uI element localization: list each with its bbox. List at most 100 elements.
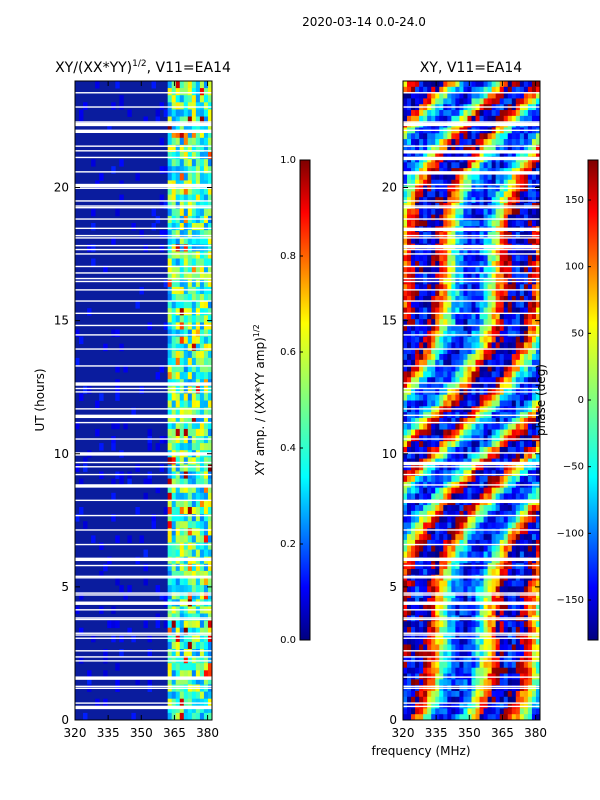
phase-cell <box>415 301 420 308</box>
phase-cell <box>471 464 476 471</box>
phase-cell <box>459 150 464 157</box>
phase-cell <box>451 214 456 221</box>
phase-cell <box>467 98 472 105</box>
phase-cell <box>519 295 525 303</box>
phase-cell <box>531 568 537 576</box>
phase-cell <box>475 348 480 355</box>
phase-cell <box>463 144 468 152</box>
amplitude-cell <box>207 329 212 337</box>
amplitude-cell <box>167 712 173 720</box>
phase-cell <box>487 598 493 605</box>
phase-cell <box>511 110 517 117</box>
phase-cell <box>463 702 468 709</box>
phase-cell <box>535 173 540 181</box>
phase-cell <box>515 563 521 570</box>
phase-cell <box>475 301 480 308</box>
phase-cell <box>411 510 416 518</box>
phase-cell <box>519 139 525 146</box>
phase-cell <box>431 487 436 494</box>
phase-cell <box>455 650 460 657</box>
phase-cell <box>423 644 428 651</box>
phase-cell <box>507 470 513 477</box>
phase-cell <box>443 319 448 326</box>
amplitude-cell <box>187 272 193 281</box>
phase-cell <box>407 330 412 337</box>
phase-cell <box>451 510 456 518</box>
phase-cell <box>447 400 452 407</box>
phase-cell <box>455 220 460 227</box>
amplitude-cell <box>87 677 92 685</box>
phase-cell <box>491 336 497 343</box>
phase-cell <box>435 313 440 320</box>
phase-cell <box>431 330 436 337</box>
phase-cell <box>419 365 424 372</box>
phase-cell <box>531 441 537 448</box>
phase-cell <box>479 417 484 425</box>
phase-cell <box>479 342 484 349</box>
phase-cell <box>471 139 476 146</box>
phase-cell <box>471 661 476 669</box>
phase-cell <box>483 551 489 558</box>
phase-cell <box>515 708 521 715</box>
amplitude-y-tick-label: 20 <box>54 181 69 195</box>
amplitude-cell <box>179 258 185 266</box>
amplitude-cell <box>207 677 212 685</box>
phase-cell <box>407 603 412 611</box>
amplitude-cell <box>203 485 209 494</box>
phase-cell <box>483 324 489 332</box>
phase-cell <box>491 208 497 216</box>
phase-cell <box>531 284 537 291</box>
phase-cell <box>415 696 420 703</box>
phase-cell <box>523 330 529 337</box>
phase-cell <box>531 115 537 123</box>
phase-cell <box>403 714 408 720</box>
amplitude-cell <box>167 144 173 153</box>
phase-cell <box>495 307 501 314</box>
phase-cell <box>491 324 497 332</box>
phase-cell <box>431 603 436 611</box>
phase-cell <box>423 632 428 640</box>
phase-cell <box>423 179 428 186</box>
amplitude-cell <box>187 102 193 110</box>
amplitude-cell <box>167 173 173 181</box>
phase-cell <box>483 487 489 494</box>
amplitude-cell <box>115 81 120 89</box>
amplitude-cell <box>207 457 212 465</box>
phase-cell <box>407 301 412 308</box>
amplitude-cell <box>195 237 201 245</box>
phase-cell <box>407 249 412 256</box>
phase-cell <box>531 609 537 616</box>
phase-cell <box>523 319 529 326</box>
phase-cell <box>531 290 537 297</box>
phase-cell <box>507 632 513 640</box>
data-gap-row <box>75 529 212 531</box>
phase-cell <box>499 394 505 401</box>
amplitude-cell <box>163 507 169 515</box>
phase-cell <box>467 679 472 686</box>
phase-cell <box>423 539 428 547</box>
amplitude-colorbar-tick-label: 0.4 <box>280 443 296 454</box>
phase-cell <box>431 92 436 99</box>
phase-cell <box>415 290 420 297</box>
phase-cell <box>519 86 525 94</box>
phase-cell <box>427 336 432 343</box>
phase-cell <box>415 429 420 436</box>
phase-cell <box>423 371 428 378</box>
phase-cell <box>479 650 484 657</box>
phase-cell <box>499 667 505 674</box>
phase-cell <box>431 377 436 384</box>
phase-cell <box>415 261 420 268</box>
phase-cell <box>507 150 513 157</box>
phase-cell <box>495 510 501 518</box>
phase-cell <box>471 603 476 611</box>
amplitude-cell <box>195 343 201 352</box>
phase-cell <box>455 371 460 378</box>
amplitude-cell <box>139 286 144 295</box>
phase-cell <box>407 324 412 332</box>
phase-cell <box>511 545 517 552</box>
phase-cell <box>411 458 416 465</box>
phase-cell <box>455 708 460 715</box>
phase-cell <box>483 505 489 512</box>
phase-cell <box>427 301 432 308</box>
phase-cell <box>419 92 424 99</box>
